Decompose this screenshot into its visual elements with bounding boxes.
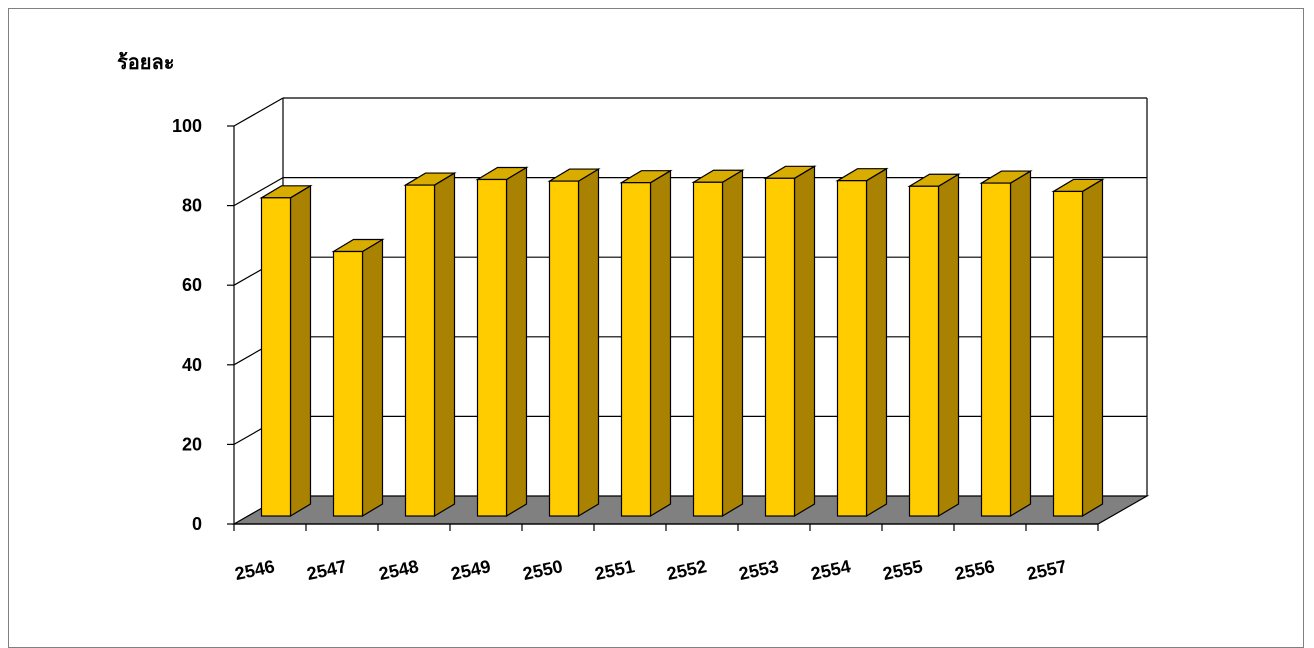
y-axis-label: ร้อยละ bbox=[117, 50, 175, 74]
bar-side bbox=[649, 169, 672, 518]
y-tick-label: 60 bbox=[182, 275, 202, 295]
x-tick-label: 2554 bbox=[809, 556, 852, 584]
bar bbox=[908, 185, 940, 517]
bar-side bbox=[433, 172, 456, 518]
bar bbox=[764, 177, 796, 517]
bar-side bbox=[721, 169, 744, 518]
y-tick-label: 40 bbox=[182, 355, 202, 375]
bar bbox=[692, 181, 724, 517]
x-tick-label: 2557 bbox=[1025, 556, 1068, 584]
bar-side bbox=[289, 184, 312, 518]
bar bbox=[548, 180, 580, 517]
bar bbox=[404, 184, 436, 517]
y-tick-label: 80 bbox=[182, 196, 202, 216]
y-tick-label: 0 bbox=[192, 514, 202, 534]
x-tick-label: 2547 bbox=[305, 556, 348, 584]
bar bbox=[332, 250, 364, 517]
bar bbox=[1052, 190, 1084, 517]
bar bbox=[836, 180, 868, 517]
x-tick-label: 2550 bbox=[521, 556, 564, 584]
x-tick-label: 2553 bbox=[737, 556, 780, 584]
y-tick-label: 20 bbox=[182, 434, 202, 454]
x-tick-label: 2546 bbox=[233, 556, 276, 584]
gridline-side bbox=[233, 177, 284, 207]
bar-chart: 0 20 40 60 80 100 2546 2547 2548 2549 2550 2551 2552… bbox=[172, 97, 1150, 584]
bar-side bbox=[505, 166, 528, 518]
y-tick-label: 100 bbox=[172, 116, 202, 136]
x-tick-label: 2552 bbox=[665, 556, 708, 584]
bar-side bbox=[793, 165, 816, 518]
x-tick-label: 2551 bbox=[593, 556, 636, 584]
bar bbox=[260, 197, 292, 517]
bar-side bbox=[361, 238, 384, 518]
bar-side bbox=[1009, 170, 1032, 518]
bar-side bbox=[865, 167, 888, 518]
gridline-side bbox=[233, 97, 284, 127]
bar bbox=[620, 182, 652, 517]
bar bbox=[980, 182, 1012, 517]
x-tick-label: 2555 bbox=[881, 556, 924, 584]
x-tick-label: 2548 bbox=[377, 556, 420, 584]
bar-side bbox=[577, 168, 600, 518]
x-tick-label: 2556 bbox=[953, 556, 996, 584]
bar-side bbox=[1081, 178, 1104, 518]
x-tick-label: 2549 bbox=[449, 556, 492, 584]
bar bbox=[476, 178, 508, 517]
bar-side bbox=[937, 173, 960, 518]
